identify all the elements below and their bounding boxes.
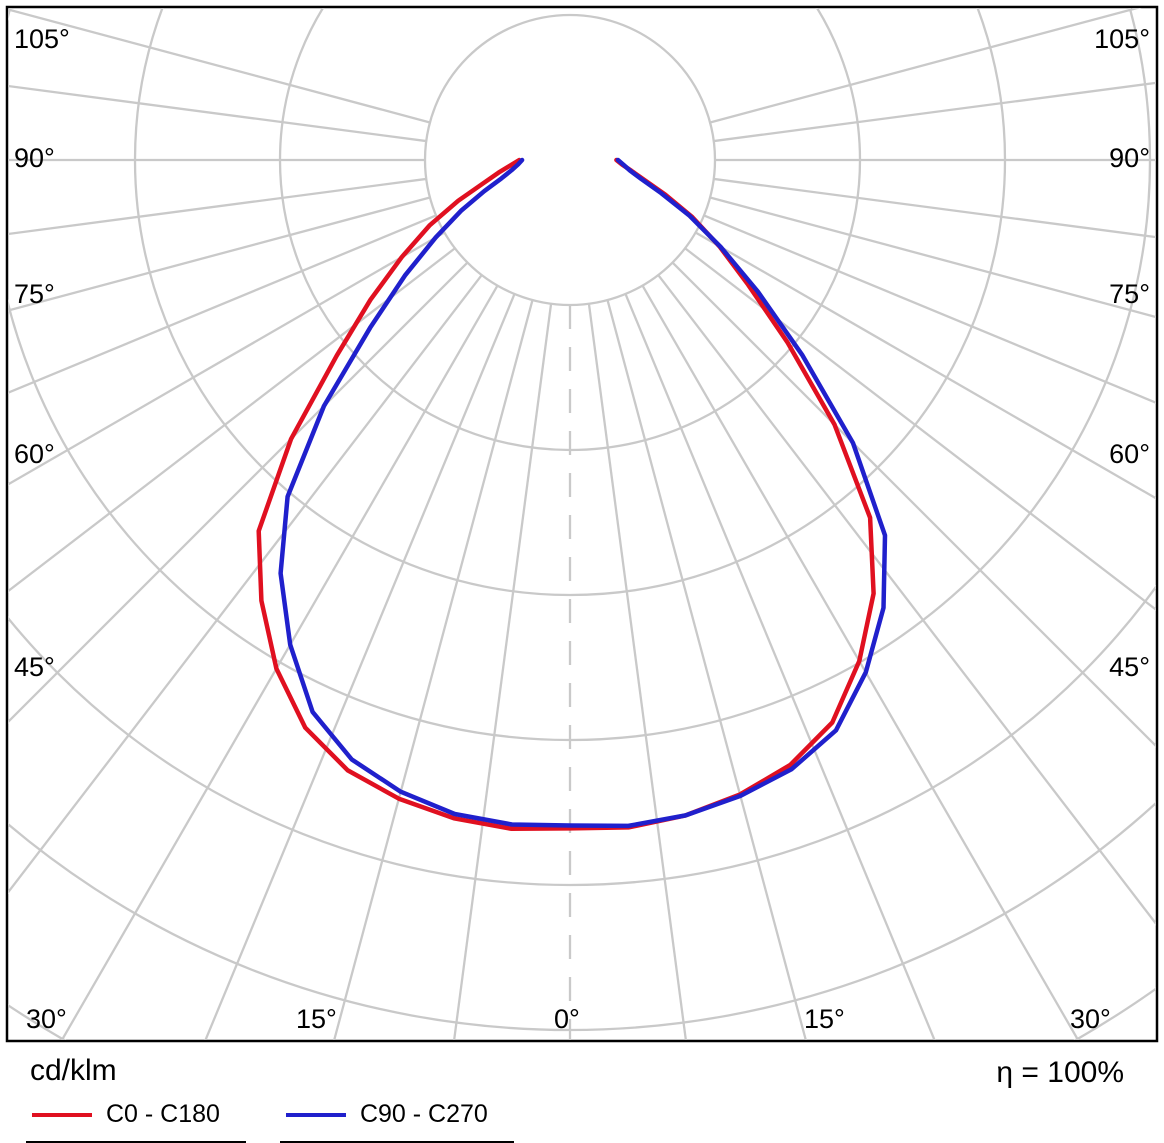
efficiency-label: η = 100% [996,1056,1124,1090]
legend-item-c90-c270: C90 - C270 [280,1098,514,1143]
footer: cd/klm η = 100% C0 - C180 C90 - C270 [0,1048,1164,1140]
svg-text:30°: 30° [1070,1004,1111,1034]
polar-plot-svg: 105° 90° 75° 60° 45° 105° 90° 75° 60° 45° 30° 15° 0°… [0,0,1164,1048]
legend-swatch-blue [286,1113,346,1117]
svg-text:45°: 45° [14,652,55,682]
svg-text:75°: 75° [1109,279,1150,309]
legend-swatch-red [32,1113,92,1117]
svg-text:15°: 15° [804,1004,845,1034]
legend-label-c0-c180: C0 - C180 [106,1100,220,1129]
legend-item-c0-c180: C0 - C180 [26,1098,246,1143]
legend-label-c90-c270: C90 - C270 [360,1100,488,1129]
svg-text:30°: 30° [26,1004,67,1034]
svg-text:15°: 15° [296,1004,337,1034]
svg-text:60°: 60° [1109,439,1150,469]
svg-text:90°: 90° [1109,143,1150,173]
svg-text:105°: 105° [1094,24,1150,54]
legend: C0 - C180 C90 - C270 [26,1098,514,1143]
svg-text:0°: 0° [554,1004,580,1034]
units-label: cd/klm [30,1054,117,1088]
svg-text:90°: 90° [14,143,55,173]
polar-diagram: 105° 90° 75° 60° 45° 105° 90° 75° 60° 45° 30° 15° 0°… [0,0,1164,1048]
svg-text:45°: 45° [1109,652,1150,682]
svg-text:60°: 60° [14,439,55,469]
svg-text:75°: 75° [14,279,55,309]
svg-text:105°: 105° [14,24,70,54]
